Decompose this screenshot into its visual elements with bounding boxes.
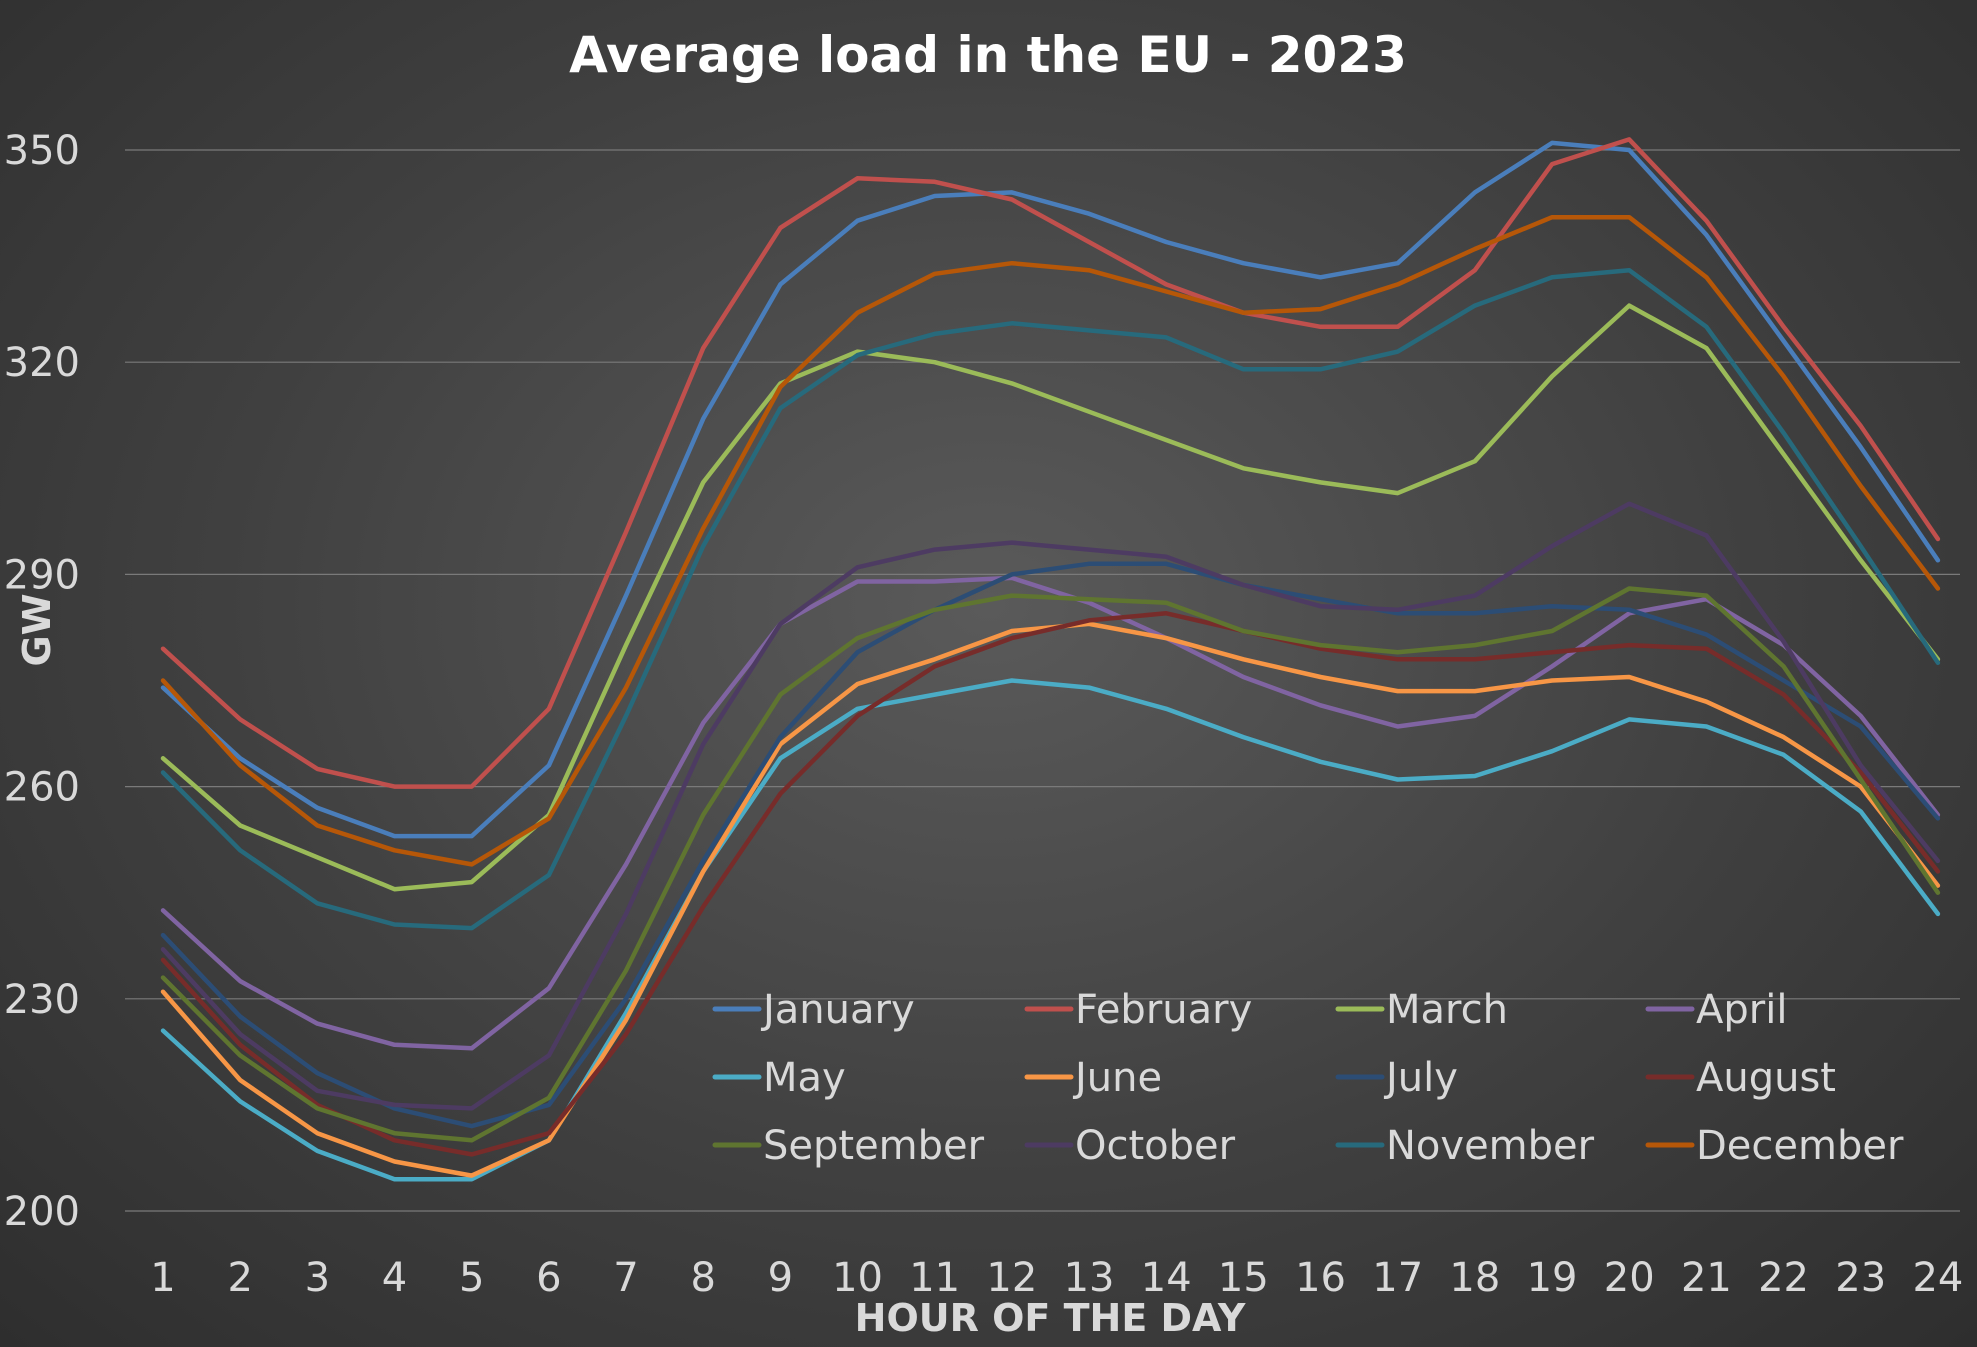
x-tick-label: 2 <box>227 1255 252 1301</box>
series-line-december <box>160 214 1941 867</box>
y-tick-label: 200 <box>4 1189 80 1235</box>
y-axis-ticks: 200 230 260 290 320 350 <box>4 128 80 1235</box>
x-axis-ticks: 1 2 3 4 5 6 7 8 9 10 11 12 13 14 15 16 17 18 19 20 21 22 23 24 <box>150 1255 1963 1301</box>
x-tick-label: 23 <box>1835 1255 1886 1301</box>
legend-label-august: August <box>1696 1055 1836 1101</box>
series-line-february <box>160 137 1941 789</box>
x-tick-label: 17 <box>1372 1255 1423 1301</box>
series-line-october <box>160 501 1941 1111</box>
x-tick-label: 7 <box>613 1255 638 1301</box>
x-tick-label: 5 <box>459 1255 484 1301</box>
x-tick-label: 24 <box>1912 1255 1963 1301</box>
legend-label-december: December <box>1696 1123 1904 1169</box>
legend-label-november: November <box>1386 1123 1595 1169</box>
series-line-july <box>160 561 1941 1129</box>
legend-label-january: January <box>760 987 915 1033</box>
series-line-august <box>160 611 1941 1157</box>
y-axis-label: GW <box>15 593 59 666</box>
series-line-september <box>160 586 1941 1143</box>
legend-label-may: May <box>763 1055 846 1101</box>
series-line-march <box>160 303 1941 892</box>
x-axis-label: HOUR OF THE DAY <box>855 1296 1246 1340</box>
series-line-june <box>160 621 1941 1178</box>
series-line-november <box>160 267 1941 931</box>
x-tick-label: 13 <box>1064 1255 1115 1301</box>
series-lines <box>160 137 1941 1182</box>
legend-label-june: June <box>1072 1055 1162 1101</box>
legend-label-july: July <box>1383 1055 1458 1101</box>
x-tick-label: 14 <box>1141 1255 1192 1301</box>
x-tick-label: 3 <box>305 1255 330 1301</box>
y-tick-label: 320 <box>4 340 80 386</box>
series-line-may <box>160 678 1941 1182</box>
y-tick-label: 230 <box>4 977 80 1023</box>
x-tick-label: 11 <box>909 1255 960 1301</box>
x-tick-label: 6 <box>536 1255 561 1301</box>
y-tick-label: 260 <box>4 765 80 811</box>
x-tick-label: 16 <box>1295 1255 1346 1301</box>
x-tick-label: 21 <box>1681 1255 1732 1301</box>
x-tick-label: 20 <box>1604 1255 1655 1301</box>
legend-label-march: March <box>1386 987 1508 1033</box>
legend-label-september: September <box>763 1123 985 1169</box>
x-tick-label: 1 <box>150 1255 175 1301</box>
x-tick-label: 12 <box>986 1255 1037 1301</box>
x-tick-label: 19 <box>1527 1255 1578 1301</box>
x-tick-label: 15 <box>1218 1255 1269 1301</box>
series-line-january <box>160 140 1941 839</box>
legend-label-april: April <box>1696 987 1787 1033</box>
legend-label-february: February <box>1075 987 1252 1033</box>
x-tick-label: 22 <box>1758 1255 1809 1301</box>
x-tick-label: 4 <box>382 1255 407 1301</box>
x-tick-label: 9 <box>768 1255 793 1301</box>
x-tick-label: 8 <box>690 1255 715 1301</box>
x-tick-label: 10 <box>832 1255 883 1301</box>
series-line-april <box>160 575 1941 1051</box>
legend: January February March April May June July Augu… <box>712 987 1904 1169</box>
y-tick-label: 290 <box>4 552 80 598</box>
legend-label-october: October <box>1075 1123 1236 1169</box>
x-tick-label: 18 <box>1449 1255 1500 1301</box>
chart-title: Average load in the EU - 2023 <box>569 26 1407 84</box>
y-tick-label: 350 <box>4 128 80 174</box>
